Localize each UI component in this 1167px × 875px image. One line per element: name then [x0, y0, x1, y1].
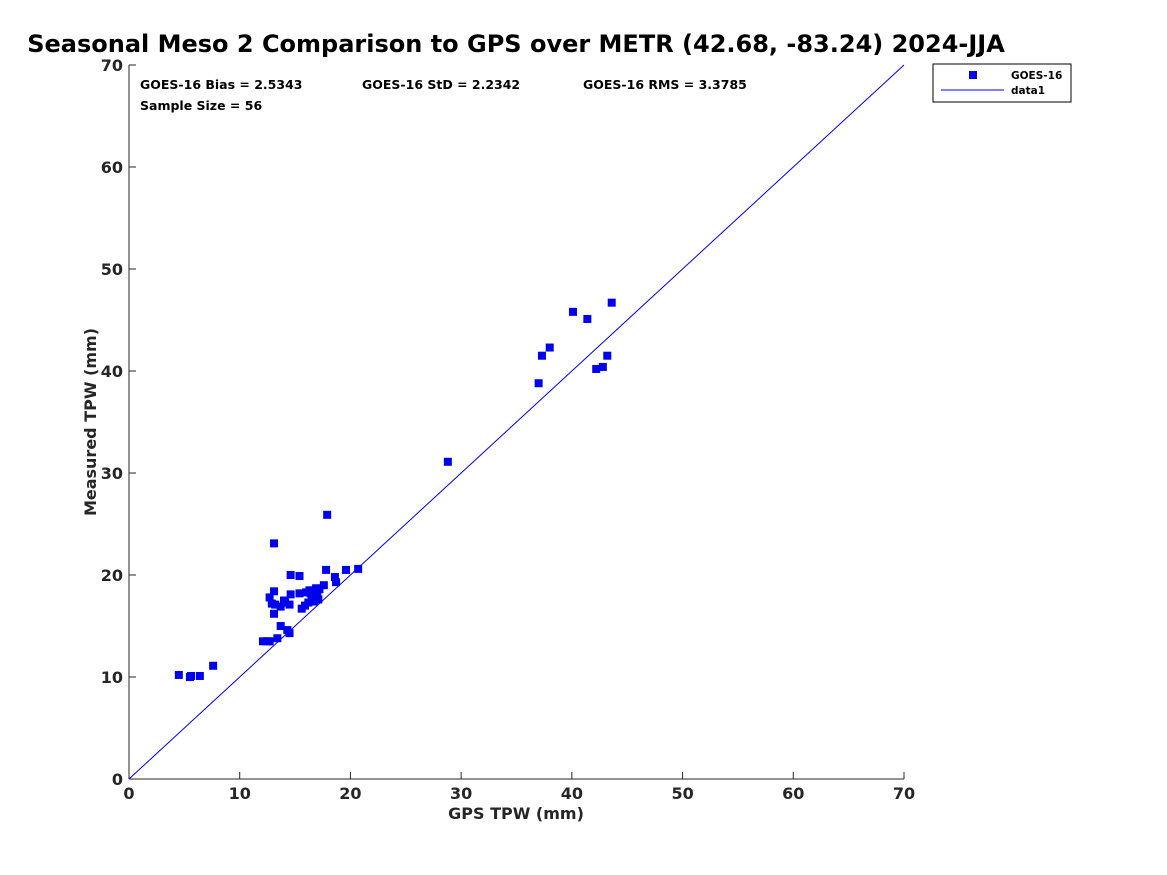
stat-sample-size: Sample Size = 56 [140, 98, 262, 113]
stat-rms: GOES-16 RMS = 3.3785 [583, 77, 747, 92]
x-axis-label: GPS TPW (mm) [448, 804, 584, 823]
legend-label-goes16: GOES-16 [1011, 70, 1062, 82]
data-point [598, 362, 607, 371]
data-point [285, 629, 294, 638]
y-tick-label: 40 [101, 362, 123, 381]
data-point [265, 593, 274, 602]
data-point [330, 573, 339, 582]
y-tick-label: 30 [101, 464, 123, 483]
data-point [568, 307, 577, 316]
data-point [592, 364, 601, 373]
y-tick-label: 20 [101, 566, 123, 585]
stats-box: GOES-16 Bias = 2.5343 GOES-16 StD = 2.23… [140, 77, 747, 113]
data-point [273, 634, 282, 643]
data-point [271, 600, 280, 609]
plot-area: 0 10 20 30 40 50 60 70 0 10 20 30 40 50 60 70 [101, 56, 915, 803]
data-point [323, 510, 332, 519]
x-tick-label: 0 [123, 784, 134, 803]
data-point [322, 565, 331, 574]
stat-bias: GOES-16 Bias = 2.5343 [140, 77, 302, 92]
data-point [332, 578, 341, 587]
data-point [342, 565, 350, 574]
data-point [301, 601, 310, 610]
data-point [286, 571, 295, 579]
legend-label-data1: data1 [1011, 85, 1045, 97]
data-point [276, 602, 285, 611]
data-point [174, 670, 183, 679]
x-tick-label: 20 [339, 784, 361, 803]
x-tick-label: 40 [561, 784, 583, 803]
x-tick-label: 10 [229, 784, 251, 803]
legend-box [932, 63, 1072, 103]
legend-marker-icon [969, 71, 977, 79]
data-point [270, 587, 279, 596]
data-point [314, 595, 323, 604]
y-tick-label: 60 [101, 158, 123, 177]
data-point [315, 585, 324, 594]
data-point [545, 343, 554, 352]
data-point [313, 591, 322, 600]
y-tick-label: 70 [101, 56, 123, 75]
y-tick-label: 0 [112, 770, 123, 789]
data-point [443, 457, 452, 466]
y-tick-label: 10 [101, 668, 123, 687]
data-point [286, 590, 295, 599]
x-tick-label: 70 [893, 784, 915, 803]
data-point [319, 581, 328, 590]
y-axis-label: Measured TPW (mm) [81, 328, 100, 516]
data-point [603, 351, 612, 360]
data-point [276, 622, 285, 630]
data-point [534, 379, 543, 388]
data-point [265, 637, 274, 646]
y-tick-label: 50 [101, 260, 123, 279]
data-point [295, 572, 304, 581]
data-point [281, 598, 290, 607]
data-point [270, 609, 279, 618]
chart-title: Seasonal Meso 2 Comparison to GPS over M… [27, 30, 1005, 58]
data-point [309, 597, 318, 606]
data-point [305, 586, 314, 595]
data-point [607, 298, 616, 307]
x-tick-label: 50 [671, 784, 693, 803]
data-point [354, 564, 363, 573]
data-point [258, 637, 267, 646]
data-point [209, 661, 218, 670]
data-point [187, 671, 195, 680]
legend: GOES-16 data1 [932, 63, 1072, 103]
data-point [583, 314, 592, 323]
stat-std: GOES-16 StD = 2.2342 [362, 77, 520, 92]
data-point [195, 671, 204, 680]
data-point [285, 600, 294, 609]
data-point [295, 589, 304, 598]
series-line-data1 [128, 64, 905, 780]
x-tick-label: 30 [450, 784, 472, 803]
x-tick-label: 60 [782, 784, 804, 803]
data-point [270, 539, 279, 548]
data-point [537, 351, 546, 360]
